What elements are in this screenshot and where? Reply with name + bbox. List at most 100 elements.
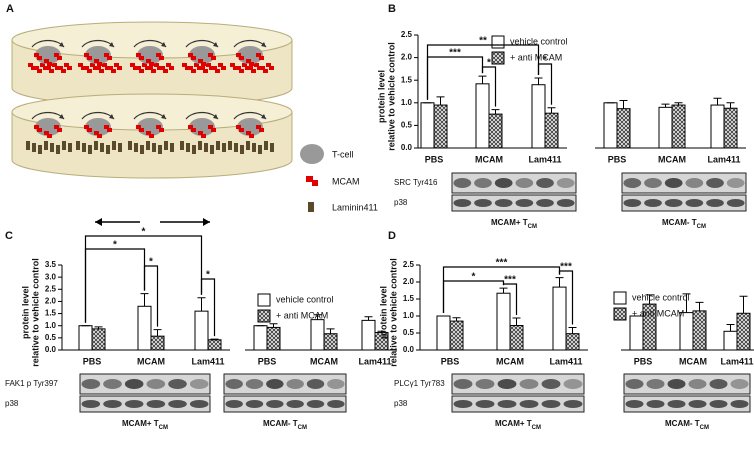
laminin xyxy=(192,145,196,154)
mcam xyxy=(200,66,208,73)
legend-label: Laminin411 xyxy=(332,202,378,212)
mcam xyxy=(246,59,254,66)
blot-band xyxy=(730,379,749,389)
laminin xyxy=(258,145,262,154)
legend-label: vehicle control xyxy=(510,36,568,46)
error-bar xyxy=(534,77,543,85)
error-bar xyxy=(682,293,691,313)
bar xyxy=(552,286,567,351)
laminin xyxy=(44,141,48,150)
blot-band xyxy=(245,379,264,389)
y-tick-label: 3.0 xyxy=(45,272,57,281)
x-tick-label: PBS xyxy=(258,356,277,366)
bar xyxy=(671,104,686,149)
laminin xyxy=(140,145,144,154)
y-tick-label: 3.5 xyxy=(45,260,57,269)
bar xyxy=(723,107,738,149)
panel-letter: B xyxy=(388,3,396,15)
blot-band xyxy=(189,379,209,389)
laminin xyxy=(158,145,162,154)
blot-band xyxy=(453,178,472,188)
laminin xyxy=(186,143,190,152)
legend-mcam xyxy=(306,176,318,186)
bar xyxy=(449,320,464,351)
error-bar xyxy=(512,317,521,326)
mcam xyxy=(146,131,154,138)
mcam xyxy=(188,66,196,73)
group-label-main: MCAM+ T xyxy=(491,218,528,227)
legend-swatch xyxy=(613,307,627,321)
laminin xyxy=(234,143,238,152)
blot-band xyxy=(726,178,745,188)
significance-bracket xyxy=(502,283,518,316)
error-bar xyxy=(153,329,162,337)
x-tick-label: MCAM xyxy=(137,356,165,366)
significance-label: * xyxy=(472,272,476,283)
bar xyxy=(723,330,738,351)
blot-band xyxy=(124,400,144,408)
x-tick-label: Lam411 xyxy=(549,356,582,366)
group-label: MCAM- TCM xyxy=(263,419,307,430)
laminin xyxy=(68,143,72,152)
error-bar xyxy=(674,102,683,106)
blot-band xyxy=(475,379,495,389)
y-axis-label: protein level xyxy=(376,70,386,123)
bar xyxy=(361,319,376,351)
significance-label: ** xyxy=(479,36,487,47)
x-tick-label: MCAM xyxy=(658,154,686,164)
bar xyxy=(433,104,448,149)
group-label: MCAM- TCM xyxy=(665,419,709,430)
error-bar xyxy=(140,293,149,307)
significance-bracket xyxy=(537,63,553,105)
blot-band xyxy=(536,178,554,188)
blot-band xyxy=(475,400,495,408)
mcam xyxy=(156,53,164,60)
motion-arrow-head xyxy=(161,114,166,119)
group-label-main: MCAM+ T xyxy=(122,419,159,428)
blot-band xyxy=(688,379,707,389)
blot-band xyxy=(541,400,561,408)
mcam xyxy=(236,66,244,73)
legend-swatch xyxy=(491,35,505,49)
panel-letter: A xyxy=(6,3,14,15)
mcam xyxy=(94,131,102,138)
group-label-sub: CM xyxy=(532,425,541,431)
error-bar xyxy=(197,297,206,312)
laminin xyxy=(228,141,232,150)
laminin xyxy=(134,143,138,152)
error-bar xyxy=(452,317,461,322)
x-tick-label: PBS xyxy=(608,154,627,164)
group-label-sub: CM xyxy=(528,224,537,230)
y-axis-label: protein level xyxy=(378,286,388,339)
blot-band xyxy=(81,400,101,408)
blot-band xyxy=(327,379,345,389)
significance-label: * xyxy=(113,240,117,251)
mcam xyxy=(256,53,264,60)
blot-label: SRC Tyr416 xyxy=(394,178,438,187)
mcam xyxy=(260,66,268,73)
error-bar xyxy=(547,107,556,114)
bar xyxy=(658,106,673,149)
laminin xyxy=(26,141,30,150)
legend-label: MCAM xyxy=(332,176,360,186)
blot-band xyxy=(556,199,575,207)
blot-band xyxy=(541,379,561,389)
group-label: MCAM+ TCM xyxy=(491,218,537,229)
y-tick-label: 1.0 xyxy=(45,321,57,330)
laminin xyxy=(50,143,54,152)
mcam xyxy=(246,131,254,138)
mcam xyxy=(104,125,112,132)
blot-band xyxy=(556,178,575,188)
bar xyxy=(253,325,268,351)
error-bar xyxy=(661,103,670,108)
y-tick-label: 2.5 xyxy=(401,30,413,39)
blot-band xyxy=(453,199,472,207)
laminin xyxy=(204,143,208,152)
mcam xyxy=(104,53,112,60)
error-bar xyxy=(326,328,335,334)
mcam xyxy=(54,125,62,132)
legend-label: + anti MCAM xyxy=(510,52,562,62)
y-tick-label: 1.5 xyxy=(401,75,413,84)
group-label-main: MCAM- T xyxy=(263,419,298,428)
legend-swatch xyxy=(491,51,505,65)
